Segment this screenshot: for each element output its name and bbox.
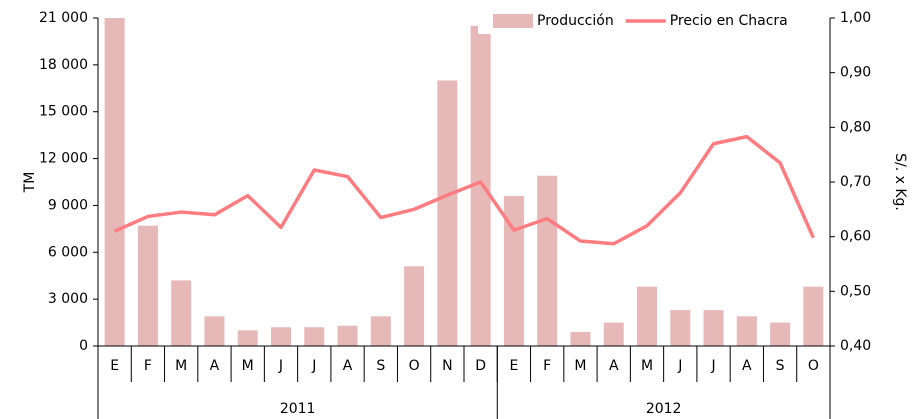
- x-tick-label: M: [242, 358, 254, 374]
- bar: [770, 322, 791, 346]
- x-tick-label: O: [409, 358, 420, 374]
- bar: [437, 80, 458, 346]
- bar: [603, 322, 624, 346]
- bar: [271, 327, 291, 346]
- x-tick-label: D: [475, 358, 486, 374]
- x-tick-label: S: [376, 358, 385, 374]
- legend-label: Producción: [537, 13, 614, 29]
- y2-tick-label: 1,00: [840, 10, 871, 26]
- y-tick-label: 18 000: [39, 57, 88, 73]
- y-tick-label: 3 000: [48, 291, 88, 307]
- y2-tick-label: 0,70: [840, 174, 871, 190]
- x-tick-label: J: [710, 358, 715, 374]
- bar: [204, 316, 225, 346]
- y2-tick-label: 0,80: [840, 119, 871, 135]
- bar: [370, 316, 391, 346]
- bar: [237, 330, 258, 346]
- x-tick-label: A: [609, 358, 619, 374]
- y2-tick-label: 0,90: [840, 65, 871, 81]
- x-tick-label: M: [641, 358, 653, 374]
- bar: [470, 25, 491, 347]
- x-tick-label: J: [677, 358, 682, 374]
- bar: [304, 327, 325, 346]
- y-tick-label: 12 000: [39, 151, 88, 167]
- bar: [736, 316, 757, 346]
- bar: [171, 280, 192, 346]
- legend-label: Precio en Chacra: [670, 13, 788, 29]
- x-tick-label: A: [343, 358, 353, 374]
- x-tick-label: A: [742, 358, 752, 374]
- bar: [570, 331, 591, 346]
- bar: [503, 196, 524, 346]
- x-tick-label: F: [543, 358, 551, 374]
- bar: [637, 286, 657, 346]
- bar: [537, 175, 558, 346]
- y-tick-label: 15 000: [39, 104, 88, 120]
- x-tick-label: N: [442, 358, 452, 374]
- y-tick-label: 0: [79, 338, 88, 354]
- y-tick-label: 6 000: [48, 244, 88, 260]
- group-label: 2012: [646, 401, 682, 417]
- y2-tick-label: 0,50: [840, 283, 871, 299]
- y2-tick-label: 0,40: [840, 338, 871, 354]
- bar: [404, 266, 425, 346]
- x-tick-label: A: [210, 358, 220, 374]
- x-tick-label: M: [175, 358, 187, 374]
- bar: [803, 286, 824, 346]
- y-tick-label: 21 000: [39, 10, 88, 26]
- bar: [337, 325, 358, 346]
- x-tick-label: E: [509, 358, 518, 374]
- x-tick-label: S: [776, 358, 785, 374]
- bar: [137, 225, 158, 346]
- x-tick-label: O: [808, 358, 819, 374]
- x-tick-label: M: [574, 358, 586, 374]
- y-axis-label: TM: [22, 172, 38, 194]
- x-tick-label: E: [110, 358, 119, 374]
- y-tick-label: 9 000: [48, 197, 88, 213]
- bar: [104, 18, 125, 346]
- bar: [703, 310, 724, 346]
- x-tick-label: F: [144, 358, 152, 374]
- legend-swatch: [493, 14, 533, 28]
- price-line: [113, 134, 815, 246]
- y2-tick-label: 0,60: [840, 229, 871, 245]
- y2-axis-label: S/. x Kg.: [892, 153, 908, 211]
- group-label: 2011: [280, 401, 316, 417]
- x-tick-label: J: [311, 358, 316, 374]
- x-tick-label: J: [278, 358, 283, 374]
- bar: [670, 310, 691, 346]
